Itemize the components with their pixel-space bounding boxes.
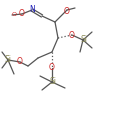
- Text: O: O: [12, 11, 17, 16]
- Text: N: N: [29, 6, 35, 15]
- Text: O: O: [19, 9, 25, 18]
- Text: Si: Si: [4, 55, 12, 64]
- Text: O: O: [64, 7, 70, 15]
- Text: O: O: [49, 63, 55, 72]
- Text: Si: Si: [50, 77, 56, 86]
- Text: O: O: [17, 57, 23, 67]
- Text: Si: Si: [81, 36, 88, 45]
- Text: O: O: [69, 31, 75, 39]
